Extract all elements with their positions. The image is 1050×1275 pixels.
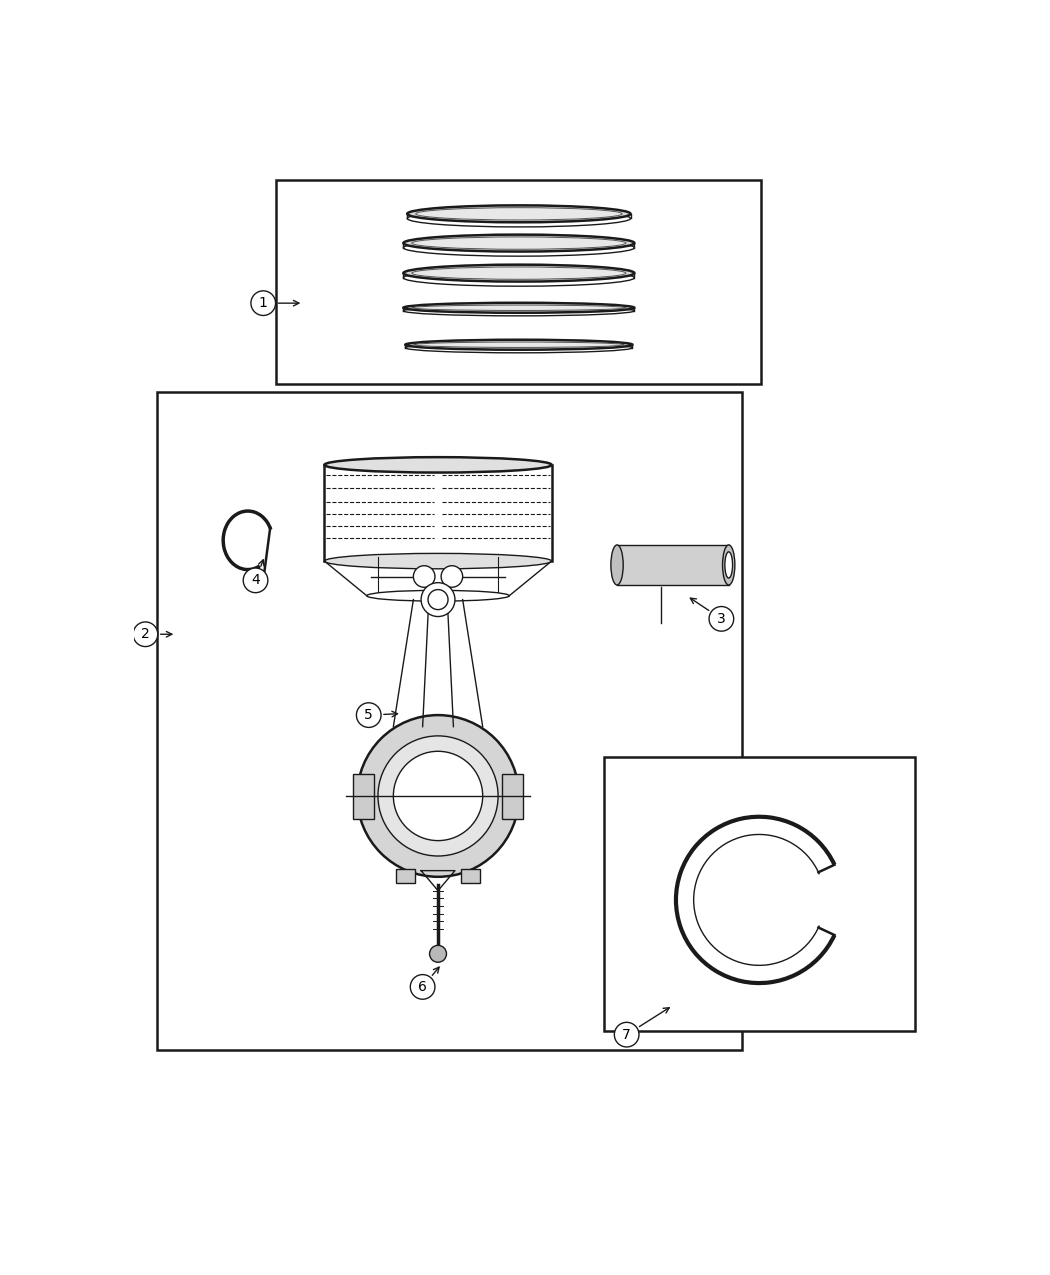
Text: 3: 3 xyxy=(717,612,726,626)
Ellipse shape xyxy=(366,590,509,601)
Ellipse shape xyxy=(412,305,626,311)
Bar xyxy=(158,391,742,1051)
Text: 6: 6 xyxy=(418,980,427,994)
Ellipse shape xyxy=(407,210,630,227)
Circle shape xyxy=(709,607,734,631)
Text: 5: 5 xyxy=(364,708,373,722)
Ellipse shape xyxy=(416,208,622,221)
Text: 1: 1 xyxy=(258,296,268,310)
Bar xyxy=(461,870,480,884)
Circle shape xyxy=(244,569,268,593)
Ellipse shape xyxy=(722,544,735,585)
Bar xyxy=(353,774,374,819)
Ellipse shape xyxy=(403,306,634,316)
Ellipse shape xyxy=(324,458,551,473)
Circle shape xyxy=(357,715,519,877)
Ellipse shape xyxy=(611,544,624,585)
Ellipse shape xyxy=(412,266,626,279)
Circle shape xyxy=(428,589,448,609)
Circle shape xyxy=(356,703,381,728)
Bar xyxy=(617,544,729,585)
Bar xyxy=(502,774,524,819)
Circle shape xyxy=(421,583,455,617)
Ellipse shape xyxy=(405,339,632,349)
Circle shape xyxy=(411,974,435,1000)
Circle shape xyxy=(378,736,498,856)
Ellipse shape xyxy=(403,235,634,251)
Text: 4: 4 xyxy=(251,574,260,588)
Bar xyxy=(276,180,761,384)
Text: 2: 2 xyxy=(141,627,150,641)
Ellipse shape xyxy=(407,205,630,222)
Ellipse shape xyxy=(724,552,733,578)
Ellipse shape xyxy=(403,240,634,256)
Ellipse shape xyxy=(403,302,634,312)
Circle shape xyxy=(133,622,158,646)
Text: 7: 7 xyxy=(623,1028,631,1042)
Ellipse shape xyxy=(412,237,626,249)
Circle shape xyxy=(251,291,275,315)
Circle shape xyxy=(429,945,446,963)
Ellipse shape xyxy=(414,342,624,347)
Bar xyxy=(397,870,415,884)
Bar xyxy=(604,757,916,1030)
Ellipse shape xyxy=(403,269,634,286)
Circle shape xyxy=(414,566,435,588)
Ellipse shape xyxy=(403,265,634,282)
Circle shape xyxy=(394,751,483,840)
Circle shape xyxy=(441,566,463,588)
Ellipse shape xyxy=(405,343,632,353)
Ellipse shape xyxy=(324,553,551,569)
Circle shape xyxy=(614,1023,639,1047)
